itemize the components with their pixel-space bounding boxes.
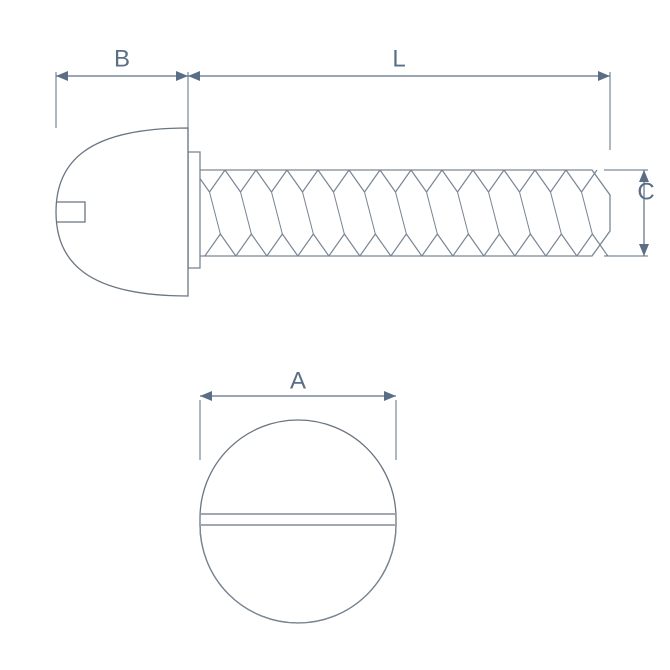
thread-top <box>194 170 597 192</box>
screw-head-side <box>56 128 188 296</box>
collar <box>188 152 200 268</box>
thread-helix <box>458 192 469 234</box>
dim-label-C: C <box>637 178 654 205</box>
thread-bottom <box>205 234 608 256</box>
screw-head-top <box>200 420 396 623</box>
dim-label-L: L <box>392 45 405 72</box>
thread-helix <box>582 192 593 234</box>
thread-helix <box>427 192 438 234</box>
thread-helix <box>210 192 221 234</box>
thread-helix <box>303 192 314 234</box>
thread-helix <box>551 192 562 234</box>
thread-helix <box>489 192 500 234</box>
dim-label-B: B <box>114 45 130 72</box>
thread-helix <box>520 192 531 234</box>
thread-helix <box>396 192 407 234</box>
dim-label-A: A <box>290 367 306 394</box>
thread-helix <box>241 192 252 234</box>
thread-helix <box>272 192 283 234</box>
thread-helix <box>365 192 376 234</box>
shaft-outline <box>188 170 610 256</box>
thread-helix <box>334 192 345 234</box>
